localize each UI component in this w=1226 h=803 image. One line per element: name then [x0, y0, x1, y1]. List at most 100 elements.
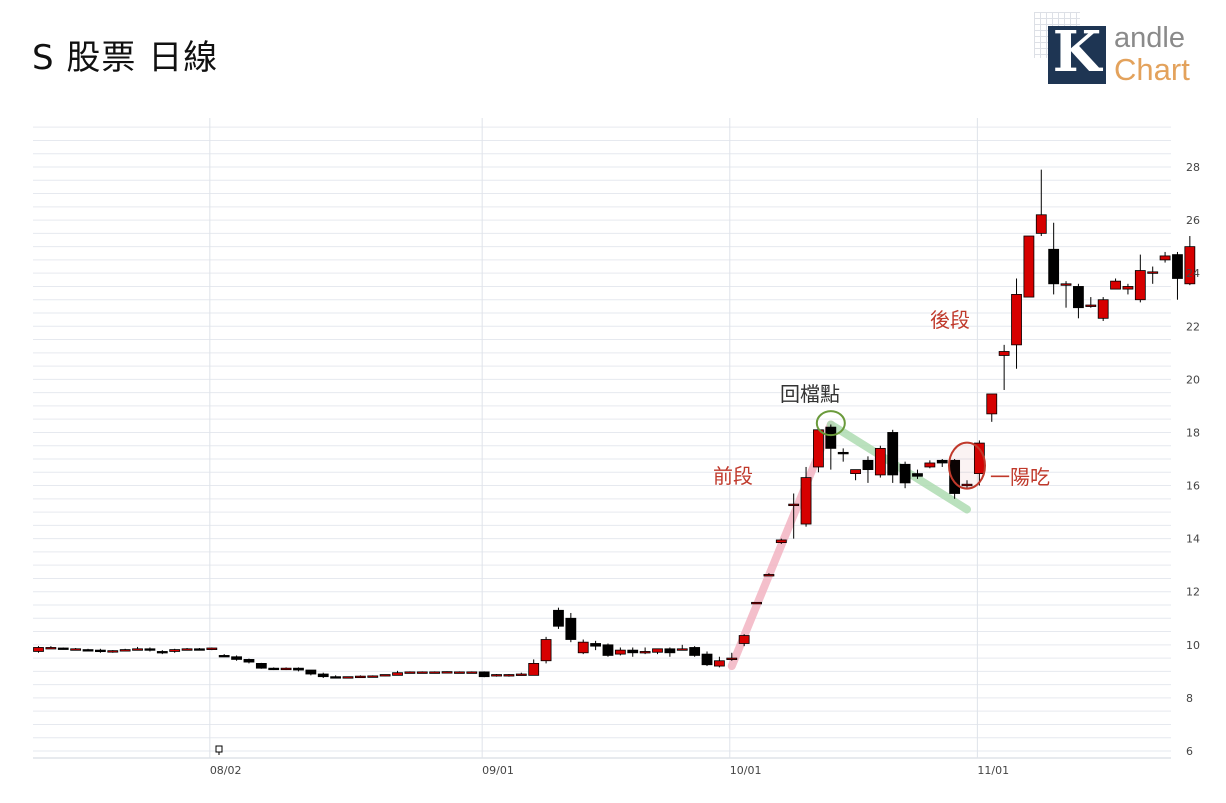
y-tick-label: 10 [1186, 639, 1200, 652]
candle [454, 671, 465, 674]
candle-body [639, 651, 651, 654]
candle [515, 672, 527, 676]
candle [416, 671, 428, 674]
candle-body [1048, 248, 1060, 285]
candle [627, 647, 639, 657]
candle [156, 650, 168, 655]
candle-body [305, 669, 317, 675]
candle [119, 648, 131, 652]
candles [33, 169, 1196, 679]
candle-body [800, 477, 812, 525]
candle [379, 674, 391, 677]
candle [354, 675, 366, 679]
candle-body [218, 655, 230, 658]
candle [788, 493, 800, 539]
candle-body [181, 648, 193, 651]
candle [738, 634, 750, 647]
candle-body [1035, 214, 1047, 234]
candle [961, 480, 973, 489]
y-tick-label: 28 [1186, 161, 1200, 174]
candle [367, 675, 379, 678]
candle [392, 670, 403, 676]
candle-body [82, 649, 94, 652]
grid-lines [33, 126, 1171, 759]
candle [231, 655, 242, 661]
candle [82, 648, 94, 652]
candle [998, 344, 1010, 390]
candle [949, 459, 961, 499]
candle-body [1023, 235, 1035, 298]
candle-body [1073, 286, 1084, 309]
x-tick-label: 11/01 [977, 764, 1009, 777]
candle [1073, 283, 1084, 319]
candle-body [330, 676, 342, 679]
candle [330, 675, 342, 679]
candle-body [874, 447, 886, 476]
candle-body [354, 675, 366, 679]
candle-body [342, 676, 354, 679]
candle [144, 647, 156, 652]
candle-body [478, 671, 490, 678]
candle [206, 647, 218, 651]
candle [70, 648, 82, 651]
candle [429, 671, 441, 674]
candle-body [169, 649, 181, 652]
candle-body [454, 671, 465, 674]
trend-lines [727, 420, 971, 671]
logo-k-mark: K [1052, 19, 1102, 85]
candle-body [664, 648, 676, 654]
y-tick-label: 18 [1186, 426, 1200, 439]
pullback-point-circle [815, 410, 846, 437]
candle-body [676, 648, 688, 651]
candle-body [1011, 294, 1022, 346]
candle-body [132, 648, 143, 651]
candle-body [280, 667, 292, 671]
axis-labels: 08/02 09/01 10/01 11/01 6 8 10 12 14 16 18 20 22 24 26… [210, 161, 1200, 777]
candle [652, 648, 663, 655]
candle-body [577, 641, 589, 654]
candle [924, 460, 936, 469]
candle [1110, 278, 1121, 290]
candle-body [751, 601, 762, 605]
candle [95, 648, 106, 653]
candle-body [156, 651, 168, 654]
candle [1172, 251, 1183, 300]
candle [850, 469, 861, 481]
candle [726, 652, 738, 661]
candle-body [1134, 270, 1146, 301]
event-marker [215, 745, 223, 753]
candle-body [1184, 246, 1196, 285]
x-tick-label: 09/01 [482, 764, 514, 777]
candle-body [404, 671, 416, 674]
candle [689, 646, 701, 657]
candle [602, 643, 614, 657]
candle-body [206, 647, 218, 650]
candle [1147, 266, 1159, 284]
candle [194, 648, 205, 651]
candle-body [515, 673, 527, 676]
candle [404, 671, 416, 674]
candle [305, 669, 317, 676]
candle [701, 651, 713, 667]
candle-body [701, 653, 713, 666]
logo-text-chart: Chart [1114, 52, 1190, 87]
date-grid-lines [209, 118, 978, 758]
candle [169, 648, 181, 653]
candle-body [899, 463, 911, 484]
candle-body [714, 660, 725, 667]
annotation-front-segment: 前段 [713, 464, 753, 488]
candle-body [119, 649, 131, 652]
candle-body [45, 647, 57, 650]
logo-box [1048, 26, 1106, 84]
annotation-pullback-point: 回檔點 [780, 382, 840, 406]
candle [342, 676, 354, 679]
y-tick-label: 12 [1186, 586, 1200, 599]
candle [45, 646, 57, 650]
candle-body [95, 649, 106, 653]
candle-body [652, 648, 663, 653]
candle [255, 662, 267, 669]
candle-body [565, 617, 577, 640]
candle [1184, 236, 1196, 286]
candle [676, 644, 688, 651]
candle-body [441, 671, 453, 674]
